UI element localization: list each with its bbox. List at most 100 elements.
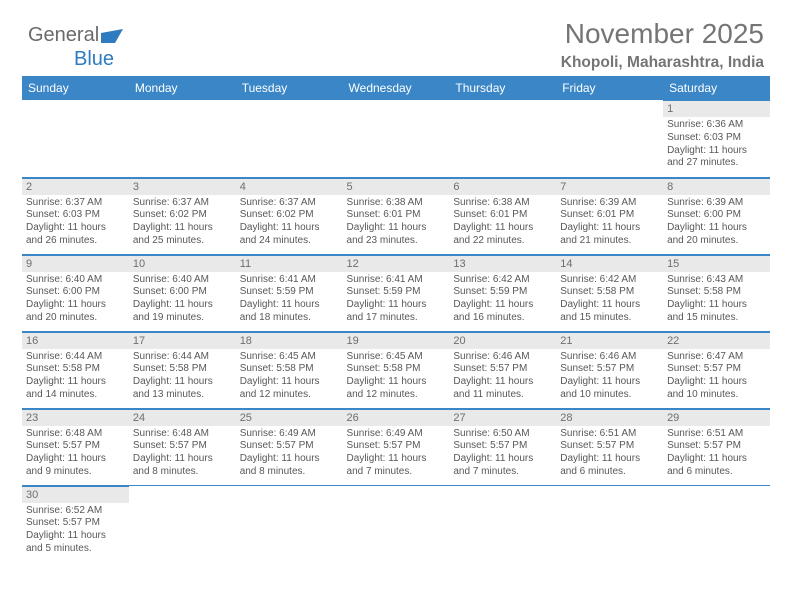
daylight-text: Daylight: 11 hours and 16 minutes. (453, 299, 552, 325)
calendar-day-cell: 14Sunrise: 6:42 AMSunset: 5:58 PMDayligh… (556, 254, 663, 331)
weekday-thursday: Thursday (449, 77, 556, 100)
day-sun-info: Sunrise: 6:45 AMSunset: 5:58 PMDaylight:… (236, 349, 343, 405)
sunset-text: Sunset: 5:57 PM (26, 440, 125, 453)
day-number: 1 (663, 100, 770, 117)
day-number: 13 (449, 255, 556, 272)
calendar-table: Sunday Monday Tuesday Wednesday Thursday… (22, 77, 770, 562)
logo: General Blue (28, 24, 123, 71)
sunrise-text: Sunrise: 6:37 AM (133, 197, 232, 210)
daylight-text: Daylight: 11 hours and 27 minutes. (667, 145, 766, 171)
day-number: 4 (236, 178, 343, 195)
day-sun-info: Sunrise: 6:43 AMSunset: 5:58 PMDaylight:… (663, 272, 770, 328)
day-number: 2 (22, 178, 129, 195)
sunset-text: Sunset: 5:59 PM (453, 286, 552, 299)
day-number: 18 (236, 332, 343, 349)
sunset-text: Sunset: 6:03 PM (26, 209, 125, 222)
daylight-text: Daylight: 11 hours and 18 minutes. (240, 299, 339, 325)
sunrise-text: Sunrise: 6:39 AM (560, 197, 659, 210)
sunrise-text: Sunrise: 6:38 AM (347, 197, 446, 210)
calendar-day-cell: 15Sunrise: 6:43 AMSunset: 5:58 PMDayligh… (663, 254, 770, 331)
sunrise-text: Sunrise: 6:48 AM (133, 428, 232, 441)
daylight-text: Daylight: 11 hours and 10 minutes. (667, 376, 766, 402)
calendar-day-cell (556, 485, 663, 562)
daylight-text: Daylight: 11 hours and 6 minutes. (667, 453, 766, 479)
day-number: 22 (663, 332, 770, 349)
calendar-day-cell (663, 485, 770, 562)
calendar-day-cell: 30Sunrise: 6:52 AMSunset: 5:57 PMDayligh… (22, 485, 129, 562)
day-sun-info: Sunrise: 6:45 AMSunset: 5:58 PMDaylight:… (343, 349, 450, 405)
daylight-text: Daylight: 11 hours and 7 minutes. (347, 453, 446, 479)
daylight-text: Daylight: 11 hours and 10 minutes. (560, 376, 659, 402)
day-sun-info: Sunrise: 6:41 AMSunset: 5:59 PMDaylight:… (236, 272, 343, 328)
sunrise-text: Sunrise: 6:51 AM (560, 428, 659, 441)
logo-flag-icon (101, 29, 123, 48)
weekday-friday: Friday (556, 77, 663, 100)
sunrise-text: Sunrise: 6:44 AM (26, 351, 125, 364)
daylight-text: Daylight: 11 hours and 20 minutes. (26, 299, 125, 325)
sunrise-text: Sunrise: 6:45 AM (347, 351, 446, 364)
day-number: 8 (663, 178, 770, 195)
calendar-day-cell: 29Sunrise: 6:51 AMSunset: 5:57 PMDayligh… (663, 408, 770, 485)
day-sun-info: Sunrise: 6:36 AMSunset: 6:03 PMDaylight:… (663, 117, 770, 173)
sunset-text: Sunset: 5:57 PM (667, 363, 766, 376)
calendar-day-cell: 8Sunrise: 6:39 AMSunset: 6:00 PMDaylight… (663, 177, 770, 254)
calendar-day-cell: 25Sunrise: 6:49 AMSunset: 5:57 PMDayligh… (236, 408, 343, 485)
calendar-day-cell (236, 100, 343, 177)
daylight-text: Daylight: 11 hours and 15 minutes. (667, 299, 766, 325)
sunrise-text: Sunrise: 6:42 AM (453, 274, 552, 287)
day-number: 20 (449, 332, 556, 349)
sunset-text: Sunset: 6:01 PM (560, 209, 659, 222)
weekday-monday: Monday (129, 77, 236, 100)
header: November 2025 Khopoli, Maharashtra, Indi… (561, 18, 764, 72)
daylight-text: Daylight: 11 hours and 19 minutes. (133, 299, 232, 325)
day-number: 29 (663, 409, 770, 426)
sunrise-text: Sunrise: 6:40 AM (133, 274, 232, 287)
location-subtitle: Khopoli, Maharashtra, India (561, 54, 764, 72)
sunset-text: Sunset: 5:58 PM (560, 286, 659, 299)
day-sun-info: Sunrise: 6:41 AMSunset: 5:59 PMDaylight:… (343, 272, 450, 328)
logo-text-blue: Blue (74, 48, 114, 70)
calendar-day-cell (343, 100, 450, 177)
calendar-day-cell: 28Sunrise: 6:51 AMSunset: 5:57 PMDayligh… (556, 408, 663, 485)
sunset-text: Sunset: 5:59 PM (347, 286, 446, 299)
day-number: 19 (343, 332, 450, 349)
sunset-text: Sunset: 5:58 PM (240, 363, 339, 376)
day-sun-info: Sunrise: 6:49 AMSunset: 5:57 PMDaylight:… (343, 426, 450, 482)
day-number: 11 (236, 255, 343, 272)
day-number: 17 (129, 332, 236, 349)
daylight-text: Daylight: 11 hours and 12 minutes. (347, 376, 446, 402)
calendar-day-cell: 18Sunrise: 6:45 AMSunset: 5:58 PMDayligh… (236, 331, 343, 408)
day-number: 14 (556, 255, 663, 272)
sunrise-text: Sunrise: 6:39 AM (667, 197, 766, 210)
sunset-text: Sunset: 6:00 PM (26, 286, 125, 299)
sunrise-text: Sunrise: 6:48 AM (26, 428, 125, 441)
weekday-wednesday: Wednesday (343, 77, 450, 100)
sunrise-text: Sunrise: 6:46 AM (560, 351, 659, 364)
calendar-day-cell: 26Sunrise: 6:49 AMSunset: 5:57 PMDayligh… (343, 408, 450, 485)
sunset-text: Sunset: 5:58 PM (347, 363, 446, 376)
sunrise-text: Sunrise: 6:51 AM (667, 428, 766, 441)
daylight-text: Daylight: 11 hours and 17 minutes. (347, 299, 446, 325)
sunset-text: Sunset: 6:00 PM (667, 209, 766, 222)
day-sun-info: Sunrise: 6:38 AMSunset: 6:01 PMDaylight:… (449, 195, 556, 251)
calendar-day-cell: 19Sunrise: 6:45 AMSunset: 5:58 PMDayligh… (343, 331, 450, 408)
calendar-day-cell: 1Sunrise: 6:36 AMSunset: 6:03 PMDaylight… (663, 100, 770, 177)
daylight-text: Daylight: 11 hours and 25 minutes. (133, 222, 232, 248)
calendar-week-row: 2Sunrise: 6:37 AMSunset: 6:03 PMDaylight… (22, 177, 770, 254)
sunset-text: Sunset: 5:58 PM (667, 286, 766, 299)
sunset-text: Sunset: 5:57 PM (453, 363, 552, 376)
calendar-day-cell: 27Sunrise: 6:50 AMSunset: 5:57 PMDayligh… (449, 408, 556, 485)
sunrise-text: Sunrise: 6:37 AM (240, 197, 339, 210)
daylight-text: Daylight: 11 hours and 8 minutes. (240, 453, 339, 479)
sunset-text: Sunset: 5:57 PM (26, 517, 125, 530)
sunset-text: Sunset: 5:59 PM (240, 286, 339, 299)
sunrise-text: Sunrise: 6:38 AM (453, 197, 552, 210)
sunrise-text: Sunrise: 6:42 AM (560, 274, 659, 287)
daylight-text: Daylight: 11 hours and 7 minutes. (453, 453, 552, 479)
sunrise-text: Sunrise: 6:43 AM (667, 274, 766, 287)
sunrise-text: Sunrise: 6:45 AM (240, 351, 339, 364)
daylight-text: Daylight: 11 hours and 26 minutes. (26, 222, 125, 248)
calendar-day-cell: 4Sunrise: 6:37 AMSunset: 6:02 PMDaylight… (236, 177, 343, 254)
day-sun-info: Sunrise: 6:37 AMSunset: 6:03 PMDaylight:… (22, 195, 129, 251)
day-sun-info: Sunrise: 6:46 AMSunset: 5:57 PMDaylight:… (556, 349, 663, 405)
